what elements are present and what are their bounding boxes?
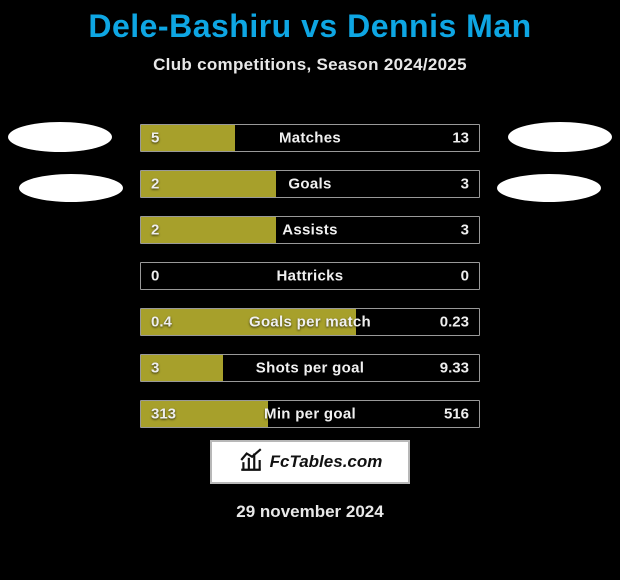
stat-row: 2 Assists 3 bbox=[140, 216, 480, 244]
stat-row: 2 Goals 3 bbox=[140, 170, 480, 198]
ellipse-left-2 bbox=[19, 174, 123, 202]
subtitle: Club competitions, Season 2024/2025 bbox=[0, 55, 620, 75]
stat-fill bbox=[141, 171, 276, 197]
stat-fill bbox=[141, 217, 276, 243]
stat-left-value: 313 bbox=[151, 406, 176, 423]
stat-right-value: 9.33 bbox=[440, 360, 469, 377]
stat-row: 0.4 Goals per match 0.23 bbox=[140, 308, 480, 336]
stat-left-value: 0.4 bbox=[151, 314, 172, 331]
stat-left-value: 5 bbox=[151, 130, 159, 147]
chart-icon bbox=[238, 447, 264, 478]
stat-left-value: 2 bbox=[151, 176, 159, 193]
stat-label: Shots per goal bbox=[256, 360, 364, 377]
stat-left-value: 2 bbox=[151, 222, 159, 239]
date-text: 29 november 2024 bbox=[236, 502, 383, 522]
stat-label: Matches bbox=[279, 130, 341, 147]
stat-row: 0 Hattricks 0 bbox=[140, 262, 480, 290]
stat-label: Goals bbox=[288, 176, 331, 193]
stats-bars: 5 Matches 13 2 Goals 3 2 Assists 3 0 Hat… bbox=[140, 124, 480, 446]
stat-label: Goals per match bbox=[249, 314, 371, 331]
brand-text: FcTables.com bbox=[270, 452, 383, 472]
stat-right-value: 0 bbox=[461, 268, 469, 285]
ellipse-right-1 bbox=[508, 122, 612, 152]
stat-row: 3 Shots per goal 9.33 bbox=[140, 354, 480, 382]
stat-right-value: 516 bbox=[444, 406, 469, 423]
ellipse-right-2 bbox=[497, 174, 601, 202]
stat-right-value: 3 bbox=[461, 176, 469, 193]
stat-row: 5 Matches 13 bbox=[140, 124, 480, 152]
stat-left-value: 0 bbox=[151, 268, 159, 285]
page-title: Dele-Bashiru vs Dennis Man bbox=[0, 0, 620, 45]
brand-badge[interactable]: FcTables.com bbox=[210, 440, 410, 484]
stat-right-value: 0.23 bbox=[440, 314, 469, 331]
stat-left-value: 3 bbox=[151, 360, 159, 377]
stat-label: Min per goal bbox=[264, 406, 356, 423]
stat-right-value: 3 bbox=[461, 222, 469, 239]
stat-label: Assists bbox=[282, 222, 337, 239]
stat-row: 313 Min per goal 516 bbox=[140, 400, 480, 428]
stat-right-value: 13 bbox=[452, 130, 469, 147]
ellipse-left-1 bbox=[8, 122, 112, 152]
stat-label: Hattricks bbox=[277, 268, 344, 285]
